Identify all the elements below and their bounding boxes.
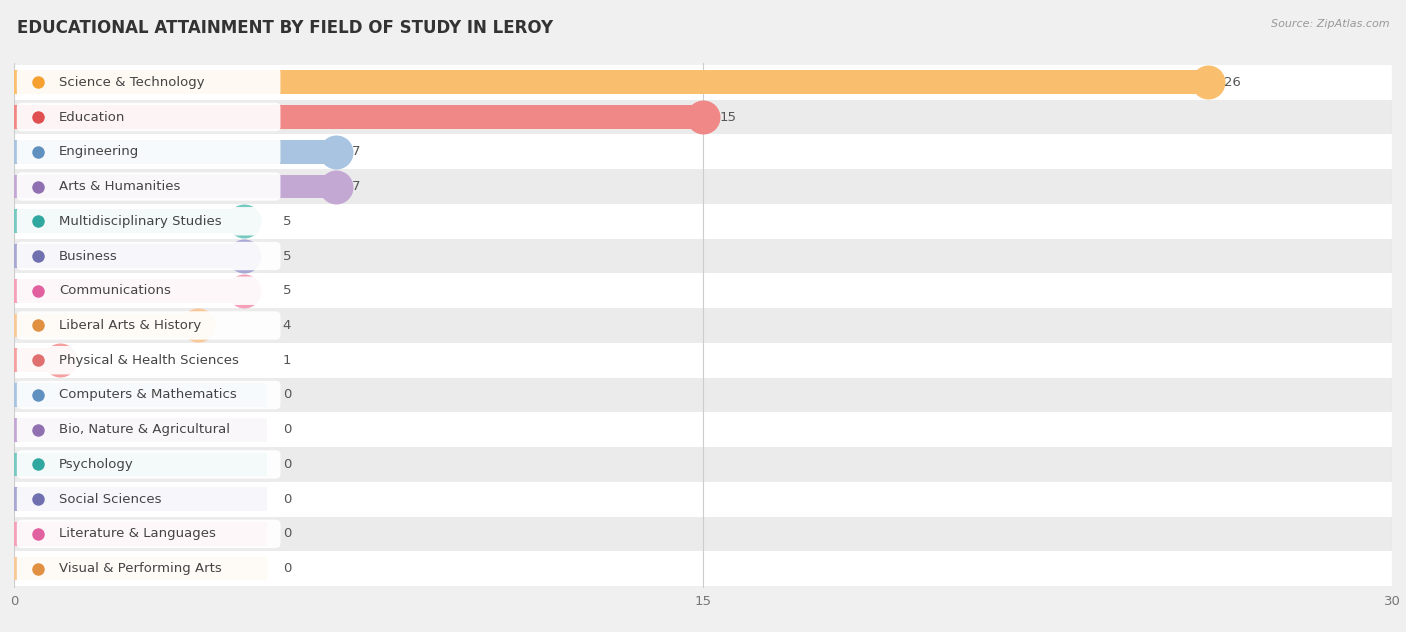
Text: 26: 26 (1225, 76, 1241, 89)
Text: Source: ZipAtlas.com: Source: ZipAtlas.com (1271, 19, 1389, 29)
FancyBboxPatch shape (17, 415, 280, 444)
Text: 7: 7 (352, 145, 360, 158)
Bar (14, 244, 243, 268)
Text: 0: 0 (283, 562, 291, 575)
Bar (14, 516, 1392, 551)
Bar (14, 140, 336, 164)
Bar (14, 557, 267, 580)
Bar (14, 348, 60, 372)
Bar (14, 487, 267, 511)
Text: Science & Technology: Science & Technology (59, 76, 205, 89)
Bar (14, 71, 1208, 94)
Bar (14, 377, 1392, 412)
Text: EDUCATIONAL ATTAINMENT BY FIELD OF STUDY IN LEROY: EDUCATIONAL ATTAINMENT BY FIELD OF STUDY… (17, 19, 553, 37)
FancyBboxPatch shape (17, 450, 280, 478)
Bar (14, 65, 1392, 100)
Text: Computers & Mathematics: Computers & Mathematics (59, 389, 236, 401)
Bar (14, 239, 1392, 274)
FancyBboxPatch shape (17, 138, 280, 166)
Bar (14, 174, 336, 198)
Text: Physical & Health Sciences: Physical & Health Sciences (59, 354, 239, 367)
FancyBboxPatch shape (17, 485, 280, 513)
Bar (14, 204, 1392, 239)
Bar (14, 412, 1392, 447)
Text: 4: 4 (283, 319, 291, 332)
FancyBboxPatch shape (17, 346, 280, 374)
Bar (14, 383, 267, 407)
Text: 1: 1 (283, 354, 291, 367)
Text: 7: 7 (352, 180, 360, 193)
Bar (14, 343, 1392, 377)
FancyBboxPatch shape (17, 242, 280, 270)
Bar (14, 308, 1392, 343)
Text: Multidisciplinary Studies: Multidisciplinary Studies (59, 215, 222, 228)
Text: 5: 5 (283, 250, 291, 262)
FancyBboxPatch shape (17, 173, 280, 201)
Bar (14, 279, 243, 303)
Text: 0: 0 (283, 458, 291, 471)
FancyBboxPatch shape (17, 554, 280, 583)
Text: 5: 5 (283, 284, 291, 297)
Text: 0: 0 (283, 389, 291, 401)
Bar (14, 551, 1392, 586)
Bar (14, 106, 703, 129)
Text: 15: 15 (718, 111, 737, 123)
Text: Liberal Arts & History: Liberal Arts & History (59, 319, 201, 332)
FancyBboxPatch shape (17, 277, 280, 305)
Bar (14, 482, 1392, 516)
Text: Literature & Languages: Literature & Languages (59, 528, 217, 540)
Bar (14, 418, 267, 442)
Bar (14, 522, 267, 545)
FancyBboxPatch shape (17, 312, 280, 339)
Text: 0: 0 (283, 528, 291, 540)
Text: Arts & Humanities: Arts & Humanities (59, 180, 180, 193)
FancyBboxPatch shape (17, 207, 280, 236)
FancyBboxPatch shape (17, 103, 280, 131)
Text: Communications: Communications (59, 284, 172, 297)
Bar (14, 274, 1392, 308)
Text: Visual & Performing Arts: Visual & Performing Arts (59, 562, 222, 575)
Bar (14, 135, 1392, 169)
Text: Business: Business (59, 250, 118, 262)
FancyBboxPatch shape (17, 520, 280, 548)
Text: 0: 0 (283, 493, 291, 506)
FancyBboxPatch shape (17, 380, 280, 409)
Text: Engineering: Engineering (59, 145, 139, 158)
Bar (14, 209, 243, 233)
Text: Bio, Nature & Agricultural: Bio, Nature & Agricultural (59, 423, 231, 436)
Bar (14, 453, 267, 477)
Text: Education: Education (59, 111, 125, 123)
Bar (14, 447, 1392, 482)
FancyBboxPatch shape (17, 68, 280, 97)
Text: 0: 0 (283, 423, 291, 436)
Bar (14, 169, 1392, 204)
Bar (14, 100, 1392, 135)
Text: Social Sciences: Social Sciences (59, 493, 162, 506)
Bar (14, 313, 198, 337)
Text: 5: 5 (283, 215, 291, 228)
Text: Psychology: Psychology (59, 458, 134, 471)
